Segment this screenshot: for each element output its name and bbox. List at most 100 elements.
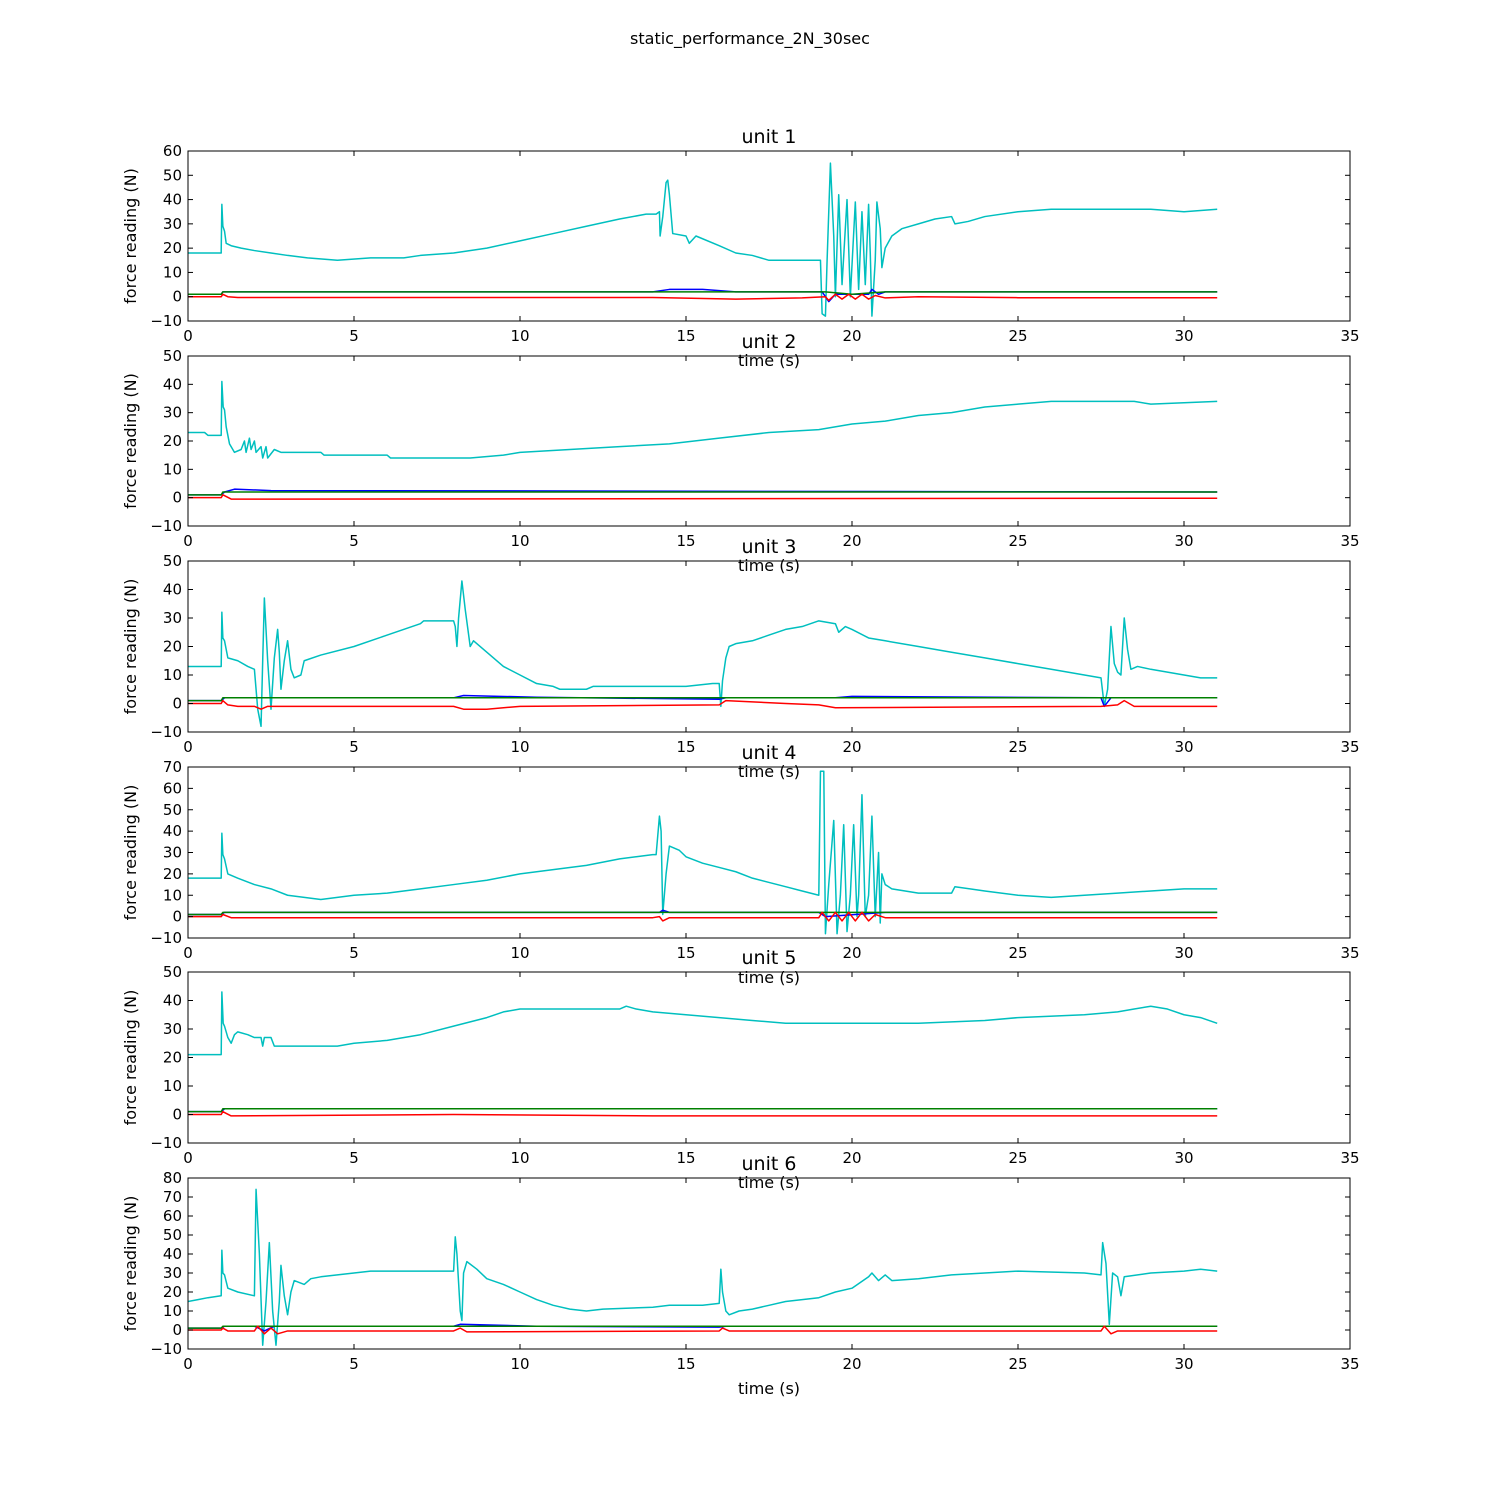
series-line-4 <box>188 293 1218 302</box>
series-line-1 <box>188 991 1218 1056</box>
y-tick-label: 20 <box>163 638 182 656</box>
series-line-3 <box>188 1108 1218 1113</box>
x-tick-label: 30 <box>1174 1355 1193 1373</box>
y-axis-label: force reading (N) <box>121 168 140 304</box>
x-tick-label: 25 <box>1008 944 1027 962</box>
x-tick-label: 0 <box>183 738 193 756</box>
y-tick-label: −10 <box>150 723 182 741</box>
x-axis-label: time (s) <box>738 556 800 575</box>
series-line-1 <box>188 580 1218 728</box>
x-tick-label: 20 <box>842 532 861 550</box>
x-tick-label: 35 <box>1340 1355 1359 1373</box>
y-axis-label: force reading (N) <box>121 990 140 1126</box>
y-tick-label: −10 <box>150 1134 182 1152</box>
x-tick-label: 15 <box>676 1355 695 1373</box>
subplot-title: unit 6 <box>742 1153 797 1175</box>
y-tick-label: 20 <box>163 432 182 450</box>
y-tick-label: 80 <box>163 1169 182 1187</box>
axes-frame <box>187 1177 1351 1350</box>
x-tick-label: 20 <box>842 738 861 756</box>
x-tick-label: 10 <box>510 1149 529 1167</box>
y-tick-label: 30 <box>163 404 182 422</box>
x-tick-label: 15 <box>676 532 695 550</box>
series-group <box>188 770 1218 935</box>
series-group <box>188 580 1218 728</box>
x-tick-label: 25 <box>1008 327 1027 345</box>
y-tick-label: 60 <box>163 779 182 797</box>
x-tick-label: 35 <box>1340 327 1359 345</box>
y-tick-label: 50 <box>163 166 182 184</box>
y-tick-label: 30 <box>163 1020 182 1038</box>
y-tick-label: −10 <box>150 1340 182 1358</box>
y-tick-label: 50 <box>163 347 182 365</box>
series-line-3 <box>188 697 1218 702</box>
y-tick-label: −10 <box>150 929 182 947</box>
y-tick-label: 10 <box>163 1077 182 1095</box>
subplot-title: unit 3 <box>742 536 797 558</box>
y-tick-label: −10 <box>150 517 182 535</box>
x-tick-label: 20 <box>842 1355 861 1373</box>
x-tick-label: 35 <box>1340 1149 1359 1167</box>
x-tick-label: 5 <box>349 1149 359 1167</box>
y-tick-label: 30 <box>163 215 182 233</box>
y-tick-label: 40 <box>163 822 182 840</box>
subplot-title: unit 2 <box>742 331 797 353</box>
series-line-2 <box>188 1323 1218 1332</box>
x-tick-label: 25 <box>1008 1149 1027 1167</box>
x-tick-label: 10 <box>510 738 529 756</box>
x-axis-label: time (s) <box>738 1379 800 1398</box>
x-tick-label: 20 <box>842 1149 861 1167</box>
y-tick-label: 50 <box>163 801 182 819</box>
y-tick-label: 40 <box>163 191 182 209</box>
y-tick-label: 70 <box>163 758 182 776</box>
y-tick-label: 0 <box>172 1106 182 1124</box>
y-tick-label: 30 <box>163 844 182 862</box>
series-line-3 <box>188 291 1218 296</box>
y-tick-label: 40 <box>163 1245 182 1263</box>
y-tick-label: −10 <box>150 312 182 330</box>
x-tick-label: 20 <box>842 327 861 345</box>
x-tick-label: 30 <box>1174 327 1193 345</box>
x-axis-label: time (s) <box>738 762 800 781</box>
axes-frame <box>187 971 1351 1144</box>
series-group <box>188 380 1218 500</box>
series-line-2 <box>188 909 1218 918</box>
x-tick-label: 5 <box>349 1355 359 1373</box>
y-tick-label: 50 <box>163 1226 182 1244</box>
y-axis-label: force reading (N) <box>121 579 140 715</box>
y-tick-label: 20 <box>163 1049 182 1067</box>
x-tick-label: 10 <box>510 1355 529 1373</box>
x-tick-label: 0 <box>183 1355 193 1373</box>
series-line-1 <box>188 162 1218 317</box>
y-tick-label: 10 <box>163 263 182 281</box>
series-group <box>188 1188 1218 1346</box>
y-tick-label: 70 <box>163 1188 182 1206</box>
x-tick-label: 10 <box>510 327 529 345</box>
x-tick-label: 25 <box>1008 1355 1027 1373</box>
series-group <box>188 991 1218 1117</box>
x-axis-label: time (s) <box>738 968 800 987</box>
x-tick-label: 35 <box>1340 532 1359 550</box>
x-tick-label: 30 <box>1174 532 1193 550</box>
subplot-title: unit 4 <box>742 742 797 764</box>
x-tick-label: 15 <box>676 1149 695 1167</box>
y-tick-label: 20 <box>163 1283 182 1301</box>
axes-frame <box>187 355 1351 527</box>
y-tick-label: 10 <box>163 1302 182 1320</box>
axes-frame <box>187 150 1351 322</box>
y-tick-label: 40 <box>163 992 182 1010</box>
x-tick-label: 35 <box>1340 738 1359 756</box>
y-axis-label: force reading (N) <box>121 373 140 509</box>
series-line-1 <box>188 380 1218 459</box>
x-tick-label: 10 <box>510 532 529 550</box>
x-tick-label: 25 <box>1008 532 1027 550</box>
x-tick-label: 10 <box>510 944 529 962</box>
series-line-4 <box>188 494 1218 500</box>
y-axis-label: force reading (N) <box>121 1196 140 1332</box>
y-tick-label: 40 <box>163 581 182 599</box>
